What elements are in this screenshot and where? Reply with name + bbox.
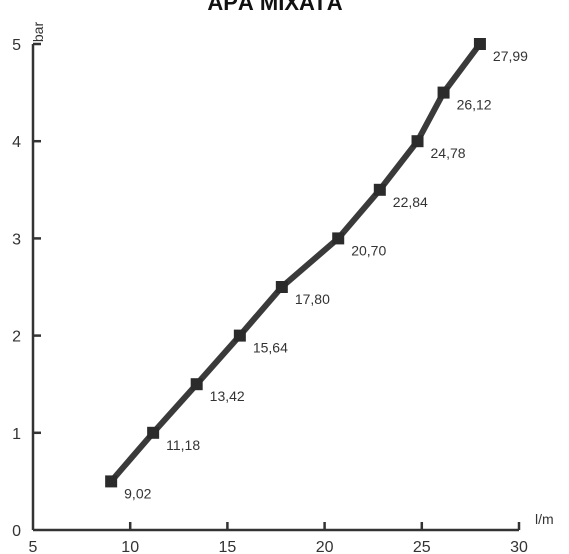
data-label: 15,64 bbox=[253, 340, 288, 356]
data-point bbox=[105, 475, 118, 488]
data-point bbox=[233, 329, 246, 342]
y-ticks: 0 1 2 3 4 5 bbox=[12, 37, 41, 540]
y-tick-label: 1 bbox=[12, 426, 21, 443]
data-label: 20,70 bbox=[351, 242, 386, 258]
y-tick-label: 3 bbox=[12, 231, 21, 248]
x-tick-label: 10 bbox=[121, 539, 139, 554]
data-label: 11,18 bbox=[166, 437, 200, 453]
data-label: 27,99 bbox=[493, 48, 528, 64]
series-line bbox=[108, 41, 483, 485]
x-tick-label: 15 bbox=[219, 539, 237, 554]
data-label: 13,42 bbox=[210, 388, 245, 404]
x-ticks: 5 10 15 20 25 30 bbox=[29, 522, 528, 554]
x-tick-label: 25 bbox=[413, 539, 431, 554]
data-label: 24,78 bbox=[431, 145, 466, 161]
data-point bbox=[332, 232, 345, 245]
data-label: 26,12 bbox=[457, 97, 492, 113]
x-tick-label: 5 bbox=[29, 539, 38, 554]
y-tick-label: 5 bbox=[12, 37, 21, 54]
data-point bbox=[373, 183, 386, 196]
x-tick-label: 20 bbox=[316, 539, 334, 554]
data-label: 17,80 bbox=[295, 291, 330, 307]
data-labels: 9,02 11,18 13,42 15,64 17,80 20,70 22,84 24,78 2… bbox=[124, 48, 528, 501]
x-tick-label: 30 bbox=[510, 539, 528, 554]
data-point bbox=[411, 135, 424, 148]
data-point bbox=[473, 38, 486, 50]
data-point bbox=[275, 281, 288, 293]
data-point bbox=[147, 426, 160, 439]
data-label: 22,84 bbox=[393, 194, 428, 210]
y-tick-label: 4 bbox=[12, 134, 21, 151]
y-axis-label: bar bbox=[30, 22, 46, 43]
data-point bbox=[190, 378, 203, 391]
chart-title: APĂ MIXATĂ bbox=[207, 0, 342, 15]
y-tick-label: 0 bbox=[12, 523, 21, 540]
y-tick-label: 2 bbox=[12, 329, 21, 346]
data-point bbox=[437, 86, 450, 99]
data-label: 9,02 bbox=[124, 485, 151, 501]
data-markers bbox=[105, 38, 486, 488]
x-axis-label: l/m bbox=[535, 511, 554, 527]
